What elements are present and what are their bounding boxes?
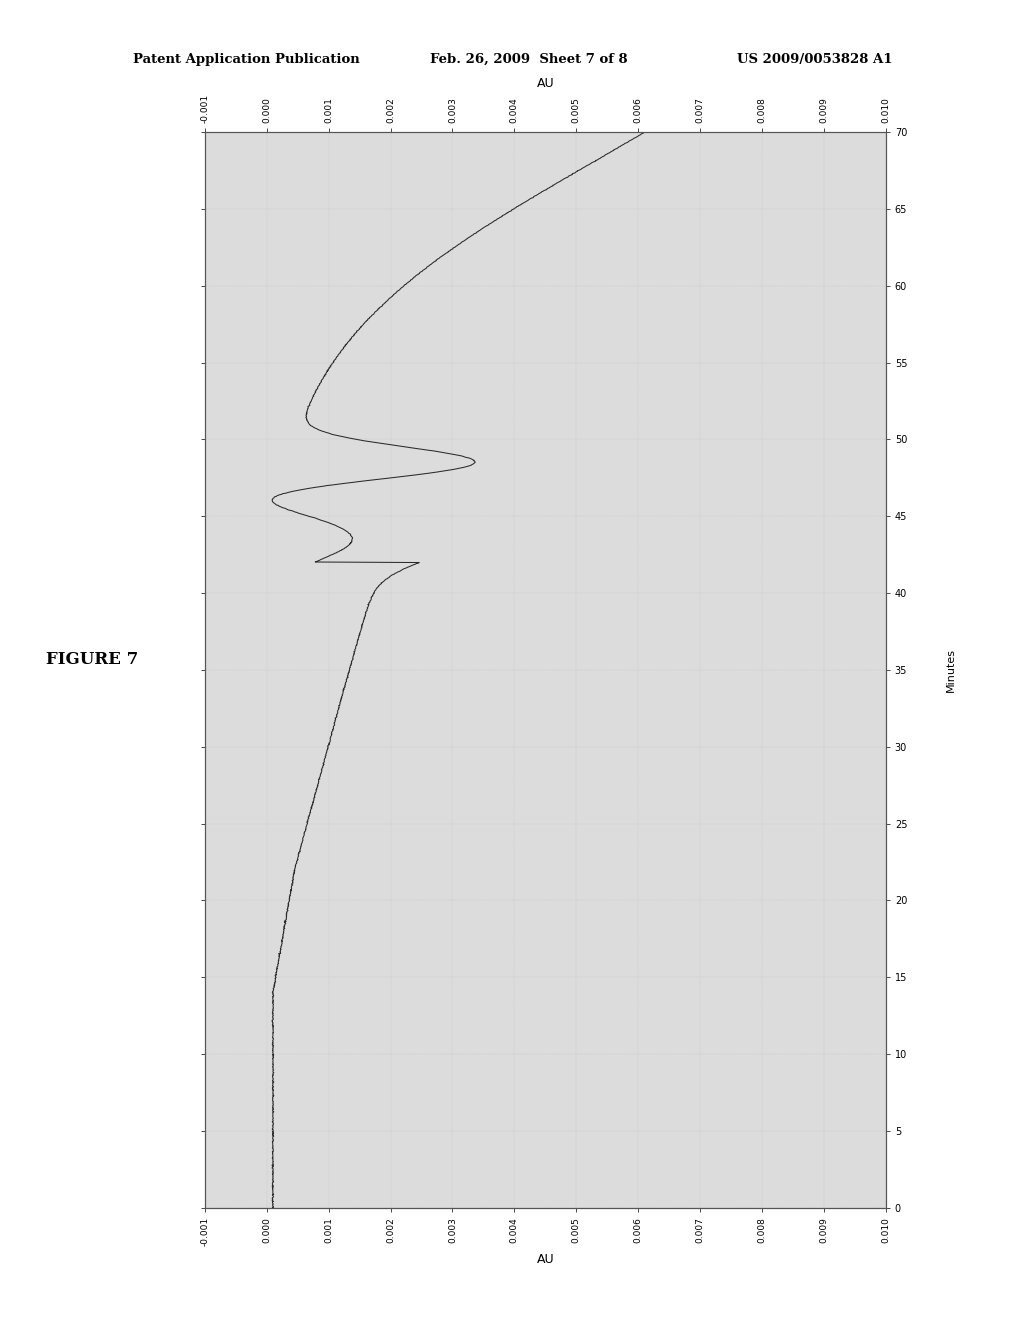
Text: US 2009/0053828 A1: US 2009/0053828 A1	[737, 53, 893, 66]
Y-axis label: Minutes: Minutes	[946, 648, 956, 692]
X-axis label: AU: AU	[537, 1253, 554, 1266]
X-axis label: AU: AU	[537, 77, 554, 90]
Text: Feb. 26, 2009  Sheet 7 of 8: Feb. 26, 2009 Sheet 7 of 8	[430, 53, 628, 66]
Text: FIGURE 7: FIGURE 7	[46, 652, 138, 668]
Text: Patent Application Publication: Patent Application Publication	[133, 53, 359, 66]
